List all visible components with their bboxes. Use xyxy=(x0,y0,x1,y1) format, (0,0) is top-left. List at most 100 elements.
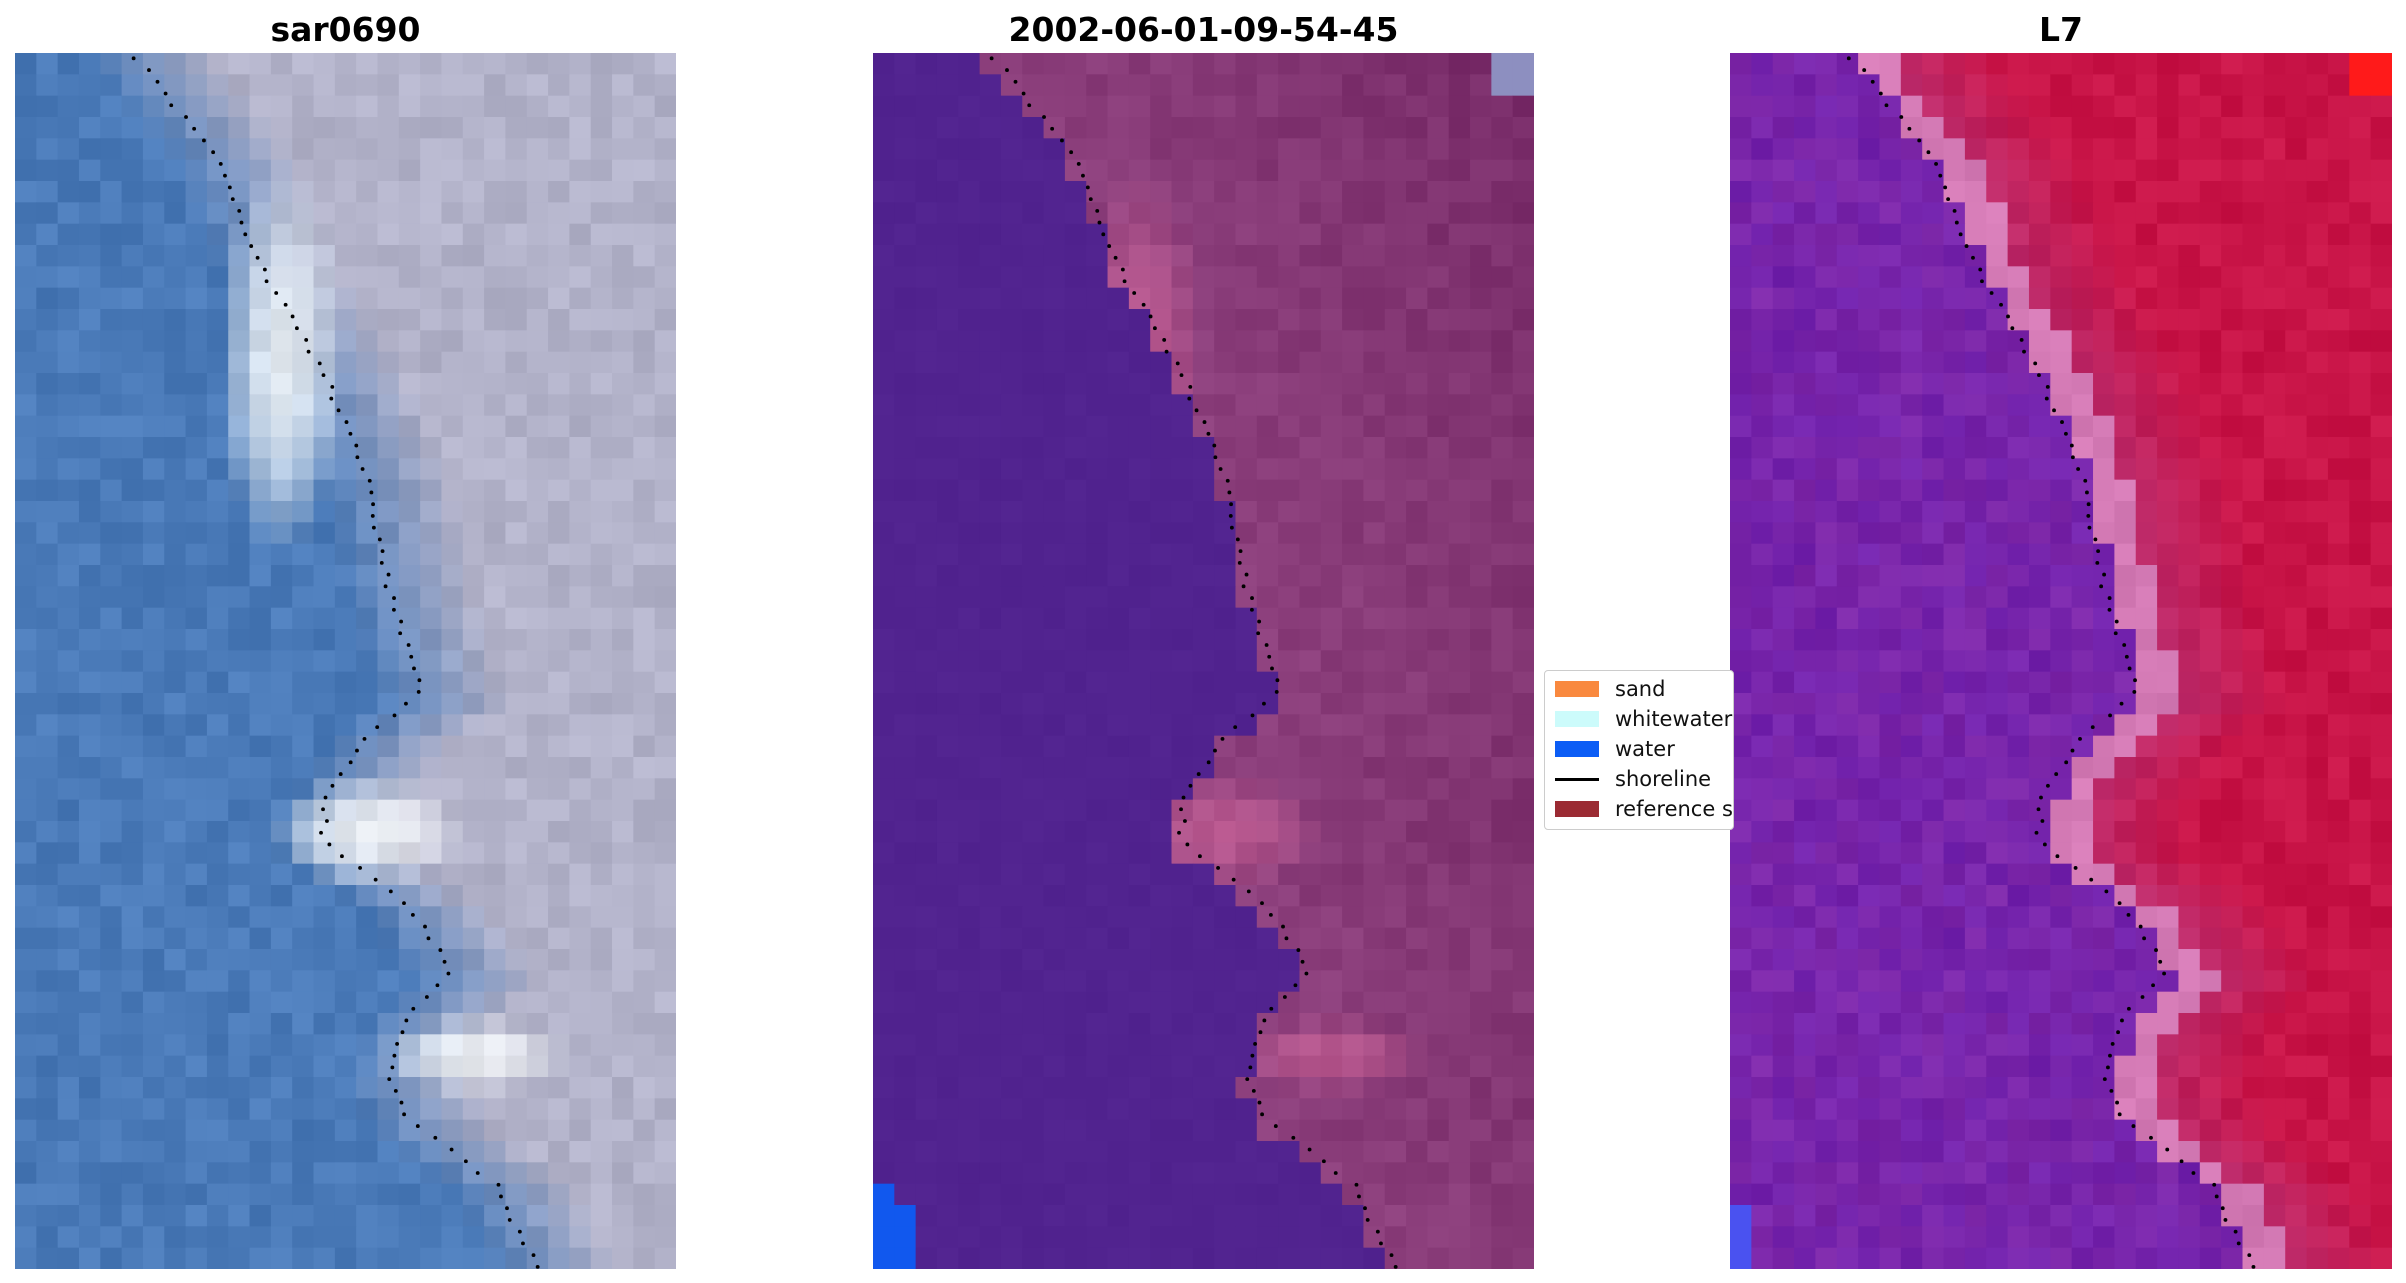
shoreline-point xyxy=(1943,185,1948,190)
shoreline-point xyxy=(989,56,994,61)
shoreline-point xyxy=(416,690,421,694)
shoreline-point xyxy=(507,1218,512,1222)
shoreline-point xyxy=(379,560,384,565)
shoreline-point xyxy=(1284,936,1289,941)
shoreline-point xyxy=(2073,866,2078,870)
shoreline-point xyxy=(2133,678,2137,683)
shoreline-point xyxy=(2116,1030,2120,1035)
shoreline-point xyxy=(2078,736,2082,741)
shoreline-point xyxy=(1229,502,1233,507)
shoreline-point xyxy=(1097,220,1102,225)
shoreline-point xyxy=(2069,443,2074,448)
legend-label: sand xyxy=(1615,677,1666,701)
shoreline-point xyxy=(2039,795,2043,800)
shoreline-point xyxy=(2131,1124,2136,1128)
shoreline-point xyxy=(2086,514,2091,518)
shoreline-point xyxy=(2154,948,2158,952)
shoreline-point xyxy=(406,643,411,647)
shoreline-point xyxy=(283,302,288,307)
shoreline-point xyxy=(1076,162,1081,166)
shoreline-point xyxy=(1281,924,1285,929)
shoreline-point xyxy=(1162,338,1167,342)
shoreline-point xyxy=(1884,103,1889,108)
shoreline-point xyxy=(1250,713,1255,718)
shoreline-point xyxy=(1213,748,1217,753)
shoreline-point xyxy=(383,584,388,589)
shoreline-point xyxy=(2045,384,2050,389)
shoreline-point xyxy=(442,959,447,964)
shoreline-point xyxy=(2085,490,2089,495)
shoreline-point xyxy=(1132,291,1137,295)
shoreline-point xyxy=(2108,1053,2112,1058)
shoreline-point xyxy=(1216,866,1220,870)
shoreline-point xyxy=(1268,912,1273,917)
shoreline-point xyxy=(2022,349,2026,354)
index-image xyxy=(1730,53,2392,1269)
shoreline-point xyxy=(1164,349,1169,354)
shoreline-point xyxy=(192,126,197,131)
shoreline-point xyxy=(325,819,329,823)
shoreline-point xyxy=(531,1253,536,1258)
shoreline-point xyxy=(1194,408,1199,413)
shoreline-point xyxy=(2220,1206,2225,1211)
shoreline-point xyxy=(1907,126,1912,131)
classified-image xyxy=(873,53,1534,1269)
shoreline-point xyxy=(369,490,374,495)
shoreline-point xyxy=(264,279,269,284)
shoreline-point xyxy=(1250,607,1254,612)
shoreline-point xyxy=(2096,549,2101,554)
shoreline-point xyxy=(2113,631,2118,636)
shoreline-point xyxy=(2070,748,2075,753)
shoreline-point xyxy=(387,1077,392,1082)
shoreline-point xyxy=(323,795,328,800)
shoreline-point xyxy=(2099,584,2104,589)
shoreline-point xyxy=(1213,455,1218,460)
shoreline-point xyxy=(155,79,160,84)
shoreline-point xyxy=(2233,1229,2238,1234)
shoreline-point xyxy=(321,373,326,378)
shoreline-point xyxy=(1357,1194,1361,1199)
shoreline-point xyxy=(1300,959,1305,964)
shoreline-point xyxy=(1152,326,1157,331)
shoreline-point xyxy=(2191,1171,2196,1175)
shoreline-point xyxy=(402,901,406,906)
shoreline-point xyxy=(355,455,360,460)
shoreline-point xyxy=(249,244,254,248)
legend-item-reference-shoreline: reference s xyxy=(1555,797,1733,821)
shoreline-point xyxy=(1060,138,1064,143)
shoreline-point xyxy=(1235,537,1240,542)
shoreline-point xyxy=(243,232,248,237)
shoreline-point xyxy=(417,678,422,683)
whitewater-swatch xyxy=(1555,711,1599,727)
shoreline-point xyxy=(2142,936,2147,941)
shoreline-point xyxy=(262,267,267,272)
shoreline-point xyxy=(2117,901,2122,906)
shoreline-point xyxy=(1069,150,1074,155)
shoreline-point xyxy=(1934,162,1938,166)
shoreline-point xyxy=(321,807,325,812)
shoreline-point xyxy=(2054,772,2059,776)
shoreline-point xyxy=(1050,126,1055,131)
shoreline-point xyxy=(239,220,244,225)
shoreline-point xyxy=(1095,208,1100,213)
shoreline-point xyxy=(1246,889,1251,894)
panel-title-l7: L7 xyxy=(2039,10,2083,49)
shoreline-point xyxy=(1393,1264,1398,1269)
panel-title-sar0690: sar0690 xyxy=(270,10,421,49)
shoreline-line-swatch xyxy=(1555,777,1599,781)
shoreline-point xyxy=(370,514,375,518)
shoreline-point xyxy=(1363,1206,1367,1211)
shoreline-point xyxy=(1952,208,1957,213)
shoreline-point xyxy=(327,842,332,847)
shoreline-point xyxy=(1958,232,1963,237)
shoreline-point xyxy=(377,537,382,542)
shoreline-point xyxy=(2086,502,2091,507)
shoreline-point xyxy=(435,983,440,988)
shoreline-point xyxy=(1389,1253,1394,1258)
shoreline-point xyxy=(1188,384,1193,389)
shoreline-point xyxy=(1122,279,1127,284)
shoreline-point xyxy=(1177,830,1181,835)
shoreline-point xyxy=(505,1206,509,1211)
shoreline-point xyxy=(2034,830,2039,835)
water-swatch xyxy=(1555,741,1599,757)
